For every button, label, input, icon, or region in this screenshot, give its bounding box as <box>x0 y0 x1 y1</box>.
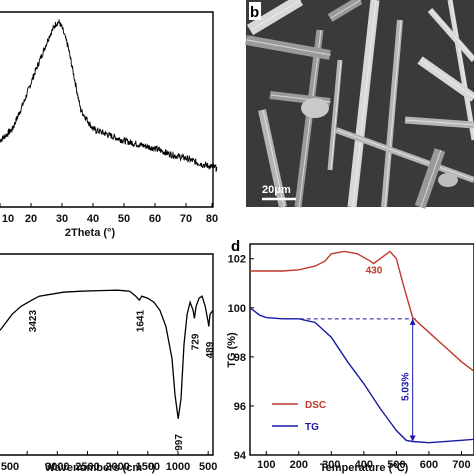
panel-a-tick-label-10: 10 <box>2 213 14 225</box>
panel-d-xtick-label-400: 400 <box>355 459 373 471</box>
panel-c-peak-label-1641: 1641 <box>135 310 146 333</box>
sem-fiber <box>447 0 474 141</box>
panel-c-tick-label-0: 500 <box>1 461 19 473</box>
sem-fiber-highlight <box>298 29 322 208</box>
panel-a-xrd-curve <box>0 19 218 173</box>
sem-fiber <box>327 0 363 22</box>
sem-fiber <box>347 0 380 208</box>
sem-fiber-highlight <box>250 0 302 31</box>
panel-c-peak-label-489: 489 <box>205 341 216 358</box>
tg-curve <box>249 307 474 444</box>
panel-a-tick-label-30: 30 <box>56 213 68 225</box>
panel-d-ticks: 100 200 300 400 500 600 700 94 96 98 100 102 <box>228 254 471 471</box>
sem-fiber-highlight <box>330 59 342 171</box>
panel-c-tick-label-2: 2500 <box>75 461 99 473</box>
panel-c-peak-label-997: 997 <box>174 434 185 451</box>
panel-a: 10 20 30 40 50 60 70 80 2Theta (°) <box>0 11 218 239</box>
panel-d-ylabel: TG (%) <box>226 332 238 368</box>
panel-c-tick-label-3: 2000 <box>105 461 129 473</box>
sem-fiber <box>246 0 304 36</box>
panel-d-frame <box>249 243 474 456</box>
panel-a-tick-label-80: 80 <box>206 213 218 225</box>
panel-b: b 20μm <box>245 0 474 209</box>
sem-fiber <box>417 56 474 102</box>
sem-fiber-highlight <box>262 109 285 208</box>
sem-fiber-highlight <box>430 9 474 60</box>
scale-bar-label: 20μm <box>262 184 291 196</box>
sem-fiber-highlight <box>336 129 474 181</box>
panel-d-ytick-label-94: 94 <box>234 450 247 462</box>
sem-fiber <box>427 8 474 62</box>
dsc-curve <box>250 250 474 373</box>
panel-c-x-ticks: 500 3000 2500 2000 1500 1000 500 <box>1 451 217 473</box>
panel-a-tick-label-20: 20 <box>25 213 37 225</box>
panel-d-ytick-label-96: 96 <box>234 401 246 413</box>
panel-d-xtick-label-600: 600 <box>420 459 438 471</box>
panel-d-xtick-label-100: 100 <box>257 459 275 471</box>
sem-fiber-highlight <box>450 0 474 138</box>
sem-fiber <box>294 29 324 208</box>
panel-d-xtick-label-500: 500 <box>387 459 405 471</box>
panel-d-xtick-label-200: 200 <box>290 459 308 471</box>
panel-c-tick-label-1: 3000 <box>45 461 69 473</box>
panel-a-tick-label-60: 60 <box>149 213 161 225</box>
panel-c-peak-label-729: 729 <box>190 333 201 350</box>
panel-b-label: b <box>250 4 259 21</box>
sem-fiber <box>258 109 287 208</box>
panel-d-ytick-label-98: 98 <box>234 352 246 364</box>
sem-fiber <box>327 59 343 171</box>
panel-b-label-bg <box>249 2 261 20</box>
panel-a-frame <box>0 11 214 208</box>
panel-c-ftir-curve <box>0 289 214 419</box>
panel-d: d 100 200 300 400 500 600 700 94 96 98 100 102 TG (… <box>226 238 474 474</box>
sem-fiber-highlight <box>352 0 377 208</box>
sem-fiber <box>414 148 446 209</box>
panel-d-xlabel: Temperature (℃) <box>320 462 409 474</box>
sem-particle <box>301 98 329 118</box>
panel-d-xtick-label-300: 300 <box>322 459 340 471</box>
sem-fiber-highlight <box>330 0 362 19</box>
panel-c-tick-label-5: 1000 <box>166 461 190 473</box>
panel-c-tick-label-6: 500 <box>199 461 217 473</box>
sem-fiber-highlight <box>384 19 402 208</box>
sem-fiber-highlight <box>420 149 442 208</box>
panel-a-xlabel: 2Theta (°) <box>65 227 116 239</box>
panel-c-xlabel: Wavenumbers (cm⁻¹) <box>45 462 156 474</box>
panel-d-xtick-label-700: 700 <box>452 459 470 471</box>
panel-a-x-ticks: 10 20 30 40 50 60 70 80 <box>0 203 218 225</box>
sem-fiber <box>381 19 403 208</box>
panel-c-frame <box>0 253 214 456</box>
legend-dsc-label: DSC <box>305 400 326 411</box>
panel-c-annotations: 3423 1641 997 729 489 <box>28 310 216 451</box>
mass-loss-label: 5.03% <box>401 373 412 401</box>
sem-fiber-highlight <box>405 119 474 126</box>
legend: DSC TG <box>272 400 326 433</box>
panel-d-ytick-label-100: 100 <box>228 303 246 315</box>
sem-fiber-highlight <box>246 39 332 56</box>
sem-fibers <box>245 0 474 209</box>
sem-particle <box>438 173 458 187</box>
panel-a-tick-label-70: 70 <box>180 213 192 225</box>
dsc-peak-label: 430 <box>366 265 383 276</box>
panel-c: 500 3000 2500 2000 1500 1000 500 3423 1641 997 72… <box>0 253 217 474</box>
legend-tg-label: TG <box>305 422 319 433</box>
panel-a-tick-label-40: 40 <box>87 213 99 225</box>
arrow-head-down-icon <box>409 435 416 442</box>
panel-c-tick-label-4: 1500 <box>136 461 160 473</box>
panel-a-tick-label-50: 50 <box>118 213 130 225</box>
panel-d-label: d <box>231 238 240 255</box>
panel-d-ytick-label-102: 102 <box>228 254 246 266</box>
sem-fiber-highlight <box>420 59 474 98</box>
panel-c-peak-label-3423: 3423 <box>28 310 39 333</box>
arrow-head-up-icon <box>409 318 416 325</box>
